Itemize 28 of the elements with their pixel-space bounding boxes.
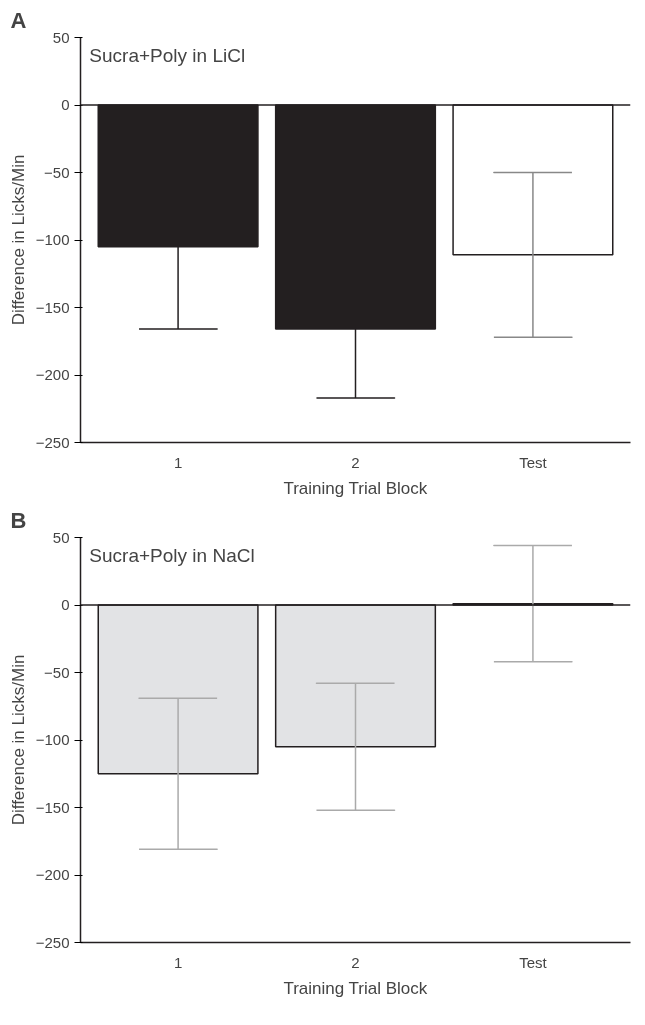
y-axis-title: Difference in Licks/Min	[8, 654, 28, 826]
y-tick-label: −50	[44, 163, 70, 181]
y-tick-label: −150	[35, 298, 70, 316]
x-tick-label: 1	[173, 953, 183, 971]
y-tick-label: −50	[44, 663, 70, 681]
y-tick-label: 50	[52, 28, 70, 46]
text: A	[10, 7, 27, 33]
y-tick-label: −100	[35, 731, 70, 748]
x-axis-title: Training Trial Block	[283, 978, 428, 998]
chart-title: Sucra+Poly in LiCl	[89, 44, 246, 66]
x-tick-label: Test	[519, 953, 548, 971]
y-tick-label: −200	[35, 866, 70, 883]
x-axis-title: Training Trial Block	[283, 478, 428, 498]
y-tick-label: −100	[35, 231, 70, 248]
y-tick-label: −150	[35, 798, 70, 816]
x-tick-label: 2	[351, 953, 360, 971]
y-axis-title: Difference in Licks/Min	[8, 154, 28, 326]
y-tick-label: −250	[35, 433, 70, 451]
y-tick-label: 0	[61, 96, 70, 113]
y-tick-label: 0	[61, 596, 70, 613]
chart-title: Sucra+Poly in NaCl	[89, 544, 255, 566]
y-tick-label: 50	[52, 528, 70, 546]
x-tick-label: 1	[173, 453, 183, 471]
y-tick-label: −250	[35, 933, 70, 951]
y-tick-label: −200	[35, 366, 70, 383]
x-tick-label: 2	[351, 453, 360, 471]
text: B	[10, 507, 27, 533]
x-tick-label: Test	[519, 453, 548, 471]
